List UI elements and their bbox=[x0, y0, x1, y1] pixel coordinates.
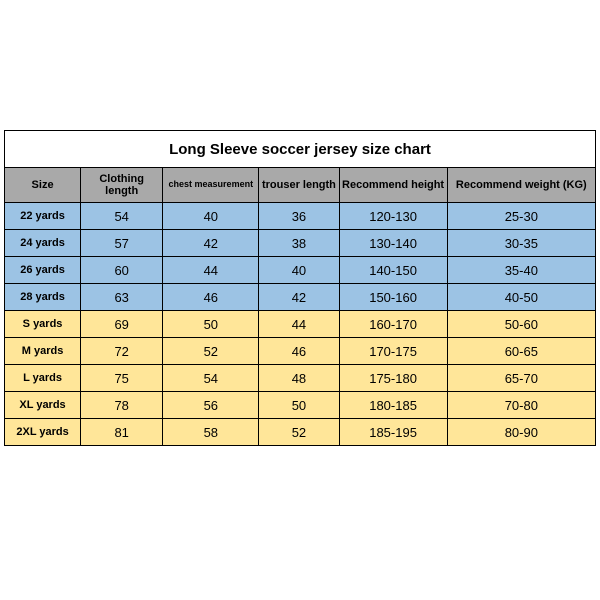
cell: 42 bbox=[259, 284, 339, 311]
table-row: 2XL yards 81 58 52 185-195 80-90 bbox=[5, 419, 596, 446]
cell-size: 22 yards bbox=[5, 203, 81, 230]
cell: 44 bbox=[259, 311, 339, 338]
cell-size: 24 yards bbox=[5, 230, 81, 257]
cell: 130-140 bbox=[339, 230, 447, 257]
cell: 70-80 bbox=[447, 392, 595, 419]
cell: 80-90 bbox=[447, 419, 595, 446]
cell: 57 bbox=[81, 230, 163, 257]
col-size: Size bbox=[5, 168, 81, 203]
cell: 40 bbox=[163, 203, 259, 230]
cell: 50 bbox=[163, 311, 259, 338]
cell: 42 bbox=[163, 230, 259, 257]
cell-size: 28 yards bbox=[5, 284, 81, 311]
size-chart-table: Long Sleeve soccer jersey size chart Siz… bbox=[4, 130, 596, 446]
table-row: L yards 75 54 48 175-180 65-70 bbox=[5, 365, 596, 392]
table-row: 26 yards 60 44 40 140-150 35-40 bbox=[5, 257, 596, 284]
cell: 54 bbox=[163, 365, 259, 392]
cell: 40-50 bbox=[447, 284, 595, 311]
table-row: 24 yards 57 42 38 130-140 30-35 bbox=[5, 230, 596, 257]
cell: 46 bbox=[259, 338, 339, 365]
cell-size: S yards bbox=[5, 311, 81, 338]
cell: 38 bbox=[259, 230, 339, 257]
cell: 65-70 bbox=[447, 365, 595, 392]
cell-size: 26 yards bbox=[5, 257, 81, 284]
col-trouser: trouser length bbox=[259, 168, 339, 203]
cell-size: M yards bbox=[5, 338, 81, 365]
cell: 78 bbox=[81, 392, 163, 419]
col-chest: chest measurement bbox=[163, 168, 259, 203]
cell: 75 bbox=[81, 365, 163, 392]
cell: 52 bbox=[163, 338, 259, 365]
table-row: XL yards 78 56 50 180-185 70-80 bbox=[5, 392, 596, 419]
cell: 58 bbox=[163, 419, 259, 446]
col-clothing: Clothing length bbox=[81, 168, 163, 203]
cell: 54 bbox=[81, 203, 163, 230]
cell: 180-185 bbox=[339, 392, 447, 419]
cell: 46 bbox=[163, 284, 259, 311]
cell: 35-40 bbox=[447, 257, 595, 284]
cell: 72 bbox=[81, 338, 163, 365]
cell: 150-160 bbox=[339, 284, 447, 311]
cell: 120-130 bbox=[339, 203, 447, 230]
cell: 175-180 bbox=[339, 365, 447, 392]
chart-title: Long Sleeve soccer jersey size chart bbox=[5, 131, 596, 168]
cell: 44 bbox=[163, 257, 259, 284]
cell: 36 bbox=[259, 203, 339, 230]
col-rec-weight: Recommend weight (KG) bbox=[447, 168, 595, 203]
cell: 60-65 bbox=[447, 338, 595, 365]
cell: 40 bbox=[259, 257, 339, 284]
cell: 50-60 bbox=[447, 311, 595, 338]
table-row: M yards 72 52 46 170-175 60-65 bbox=[5, 338, 596, 365]
cell: 50 bbox=[259, 392, 339, 419]
cell: 81 bbox=[81, 419, 163, 446]
cell: 69 bbox=[81, 311, 163, 338]
table-row: S yards 69 50 44 160-170 50-60 bbox=[5, 311, 596, 338]
cell: 170-175 bbox=[339, 338, 447, 365]
table-row: 28 yards 63 46 42 150-160 40-50 bbox=[5, 284, 596, 311]
title-row: Long Sleeve soccer jersey size chart bbox=[5, 131, 596, 168]
cell: 25-30 bbox=[447, 203, 595, 230]
cell-size: L yards bbox=[5, 365, 81, 392]
cell: 30-35 bbox=[447, 230, 595, 257]
cell: 63 bbox=[81, 284, 163, 311]
header-row: Size Clothing length chest measurement t… bbox=[5, 168, 596, 203]
col-rec-height: Recommend height bbox=[339, 168, 447, 203]
cell: 52 bbox=[259, 419, 339, 446]
cell-size: XL yards bbox=[5, 392, 81, 419]
cell: 60 bbox=[81, 257, 163, 284]
cell: 140-150 bbox=[339, 257, 447, 284]
cell: 160-170 bbox=[339, 311, 447, 338]
table-row: 22 yards 54 40 36 120-130 25-30 bbox=[5, 203, 596, 230]
cell: 185-195 bbox=[339, 419, 447, 446]
cell: 56 bbox=[163, 392, 259, 419]
cell-size: 2XL yards bbox=[5, 419, 81, 446]
cell: 48 bbox=[259, 365, 339, 392]
